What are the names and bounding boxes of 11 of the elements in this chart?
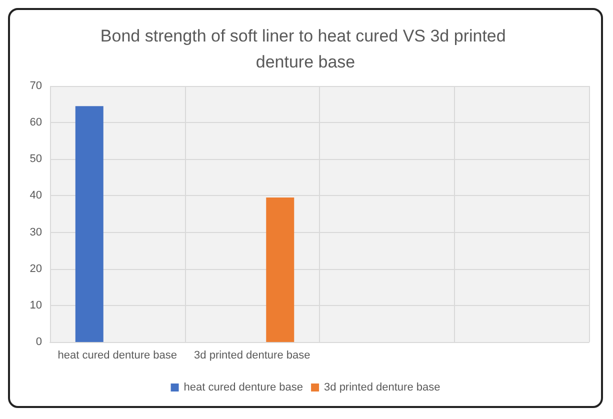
- y-tick-label: 50: [30, 153, 42, 166]
- legend-label: 3d printed denture base: [324, 382, 440, 394]
- y-tick-label: 10: [30, 299, 42, 312]
- y-tick-label: 20: [30, 262, 42, 275]
- chart-title: Bond strength of soft liner to heat cured VS 3d printed denture base: [100, 26, 511, 72]
- y-tick-label: 0: [36, 336, 42, 348]
- y-tick-label: 60: [30, 116, 42, 129]
- y-tick-label: 30: [30, 226, 42, 238]
- legend-label: heat cured denture base: [184, 382, 304, 394]
- y-tick-label: 70: [30, 80, 42, 92]
- y-tick-label: 40: [30, 190, 42, 202]
